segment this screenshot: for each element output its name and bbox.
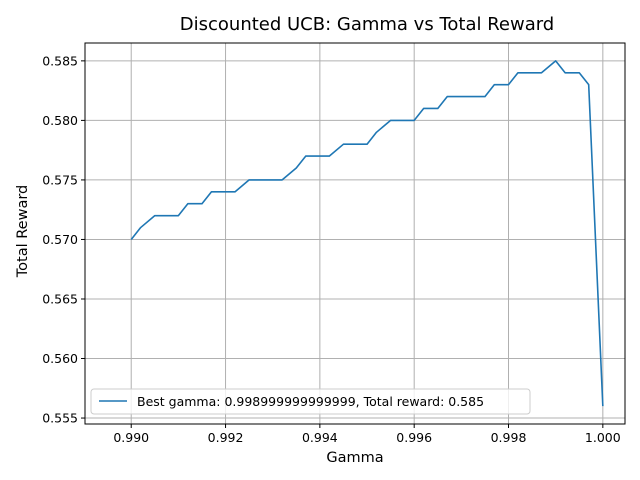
- y-tick-label: 0.585: [42, 53, 78, 68]
- series-line: [130, 60, 604, 407]
- plot-frame: [84, 42, 626, 425]
- x-tick-label: 0.990: [113, 430, 149, 445]
- y-tick-label: 0.555: [42, 411, 78, 426]
- y-tick-label: 0.565: [42, 291, 78, 306]
- ticks: 0.990 0.992 0.994 0.996 0.998 1.000 0.555 0.560…: [42, 53, 621, 445]
- x-tick-label: 1.000: [585, 430, 621, 445]
- x-axis-label: Gamma: [326, 450, 383, 466]
- series-layer: [130, 60, 604, 407]
- y-tick-label: 0.580: [42, 113, 78, 128]
- y-tick-label: 0.575: [42, 172, 78, 187]
- x-tick-label: 0.998: [491, 430, 527, 445]
- x-tick-label: 0.994: [302, 430, 338, 445]
- legend-label: Best gamma: 0.998999999999999, Total rew…: [137, 394, 484, 409]
- y-tick-label: 0.570: [42, 232, 78, 247]
- x-tick-label: 0.996: [396, 430, 432, 445]
- chart-title: Discounted UCB: Gamma vs Total Reward: [180, 14, 554, 35]
- y-axis-label: Total Reward: [15, 185, 31, 278]
- x-tick-label: 0.992: [208, 430, 244, 445]
- legend-box: [90, 388, 531, 415]
- grid: [85, 43, 625, 424]
- y-tick-label: 0.560: [42, 351, 78, 366]
- legend: Best gamma: 0.998999999999999, Total rew…: [90, 388, 531, 415]
